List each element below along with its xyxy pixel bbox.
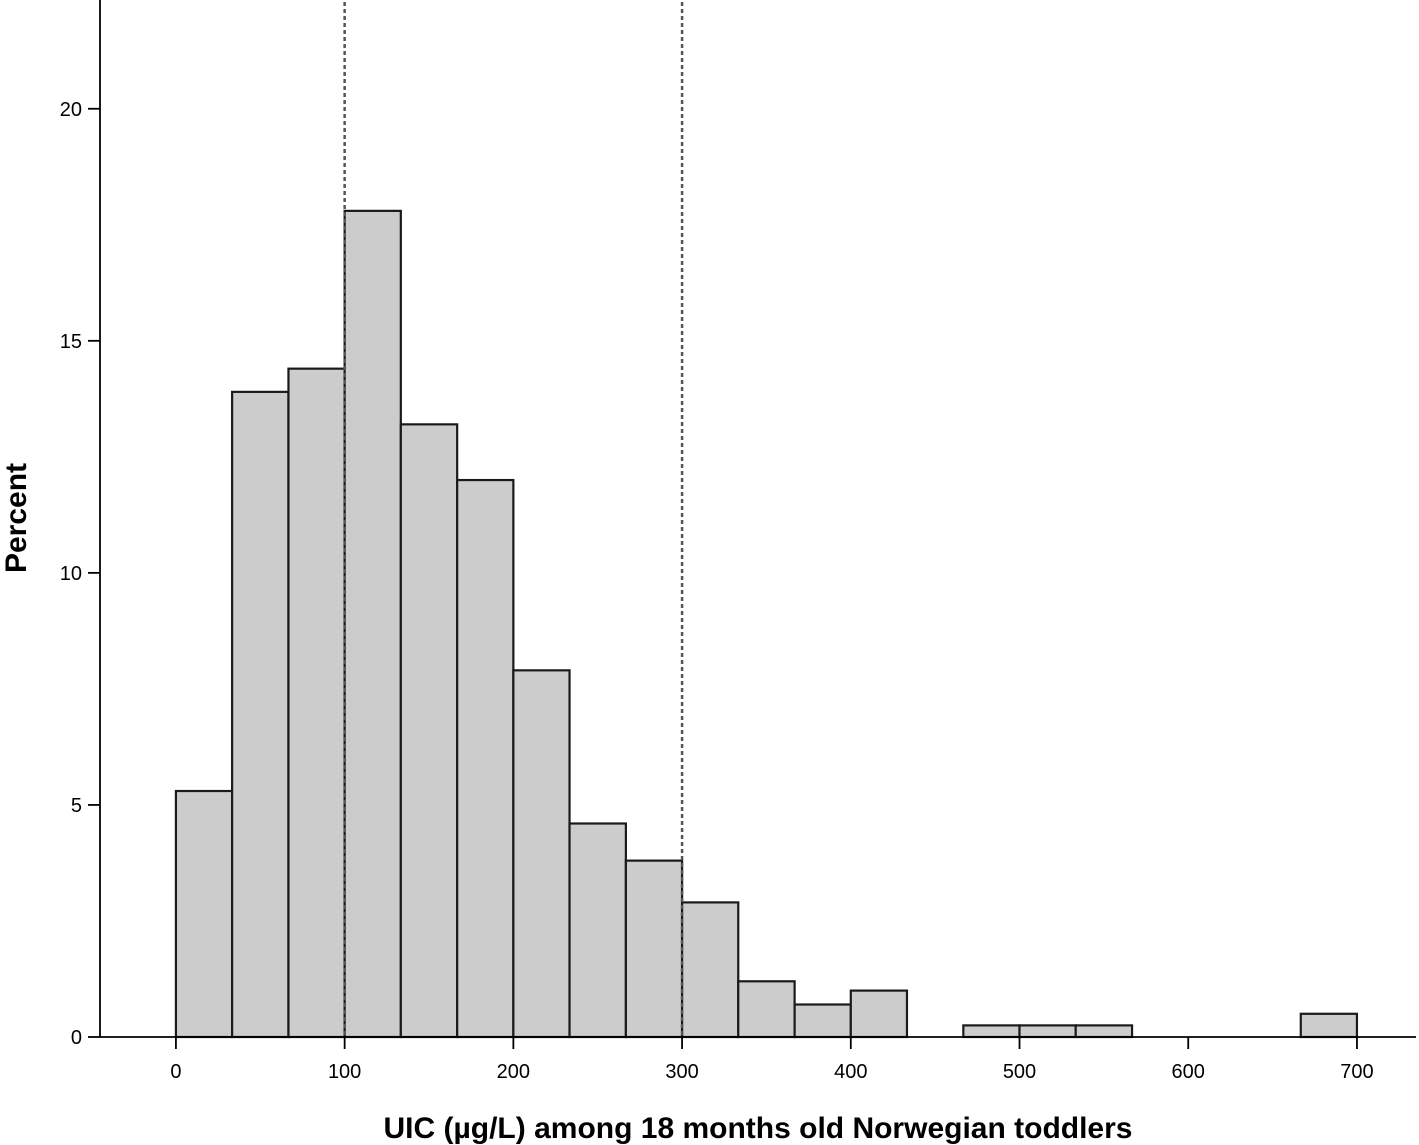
y-tick-label-5: 5: [71, 795, 82, 817]
x-tick-label-200: 200: [497, 1061, 530, 1083]
y-axis-ticks: 0 5 10 15 20: [60, 99, 100, 1049]
x-tick-label-600: 600: [1172, 1061, 1205, 1083]
x-tick-label-700: 700: [1340, 1061, 1373, 1083]
y-tick-label-10: 10: [60, 563, 82, 585]
histogram-bar-15: [1018, 1024, 1077, 1039]
x-tick-label-400: 400: [834, 1061, 867, 1083]
histogram-bars: [174, 209, 1359, 1039]
histogram-bar-5: [456, 478, 515, 1039]
histogram-bar-9: [680, 901, 740, 1039]
histogram-bar-12: [849, 989, 909, 1039]
histogram-bar-3: [343, 209, 402, 1039]
x-tick-label-300: 300: [665, 1061, 698, 1083]
x-tick-label-0: 0: [170, 1061, 181, 1083]
x-tick-label-100: 100: [328, 1061, 361, 1083]
histogram-bar-0: [174, 789, 234, 1039]
histogram-bar-6: [512, 669, 571, 1039]
histogram-bar-1: [231, 390, 290, 1039]
histogram-bar-4: [399, 423, 459, 1039]
x-axis-title: UIC (µg/L) among 18 months old Norwegian…: [384, 1112, 1133, 1145]
histogram-bar-8: [624, 859, 684, 1039]
histogram-bar-16: [1074, 1024, 1134, 1039]
y-tick-label-20: 20: [60, 99, 82, 121]
reference-lines: [343, 2, 684, 1037]
x-axis-ticks: 0 100 200 300 400 500 600 700: [170, 1037, 1374, 1083]
histogram-bar-11: [793, 1003, 852, 1039]
x-tick-label-500: 500: [1003, 1061, 1036, 1083]
histogram-bar-20: [1299, 1012, 1359, 1039]
axes: [99, 0, 1416, 1038]
histogram-bar-7: [568, 822, 627, 1039]
histogram-bar-10: [737, 980, 796, 1039]
histogram-bar-2: [287, 367, 346, 1039]
histogram-bar-14: [962, 1024, 1021, 1039]
y-axis-title: Percent: [0, 463, 33, 573]
y-tick-label-15: 15: [60, 331, 82, 353]
y-tick-label-0: 0: [71, 1027, 82, 1049]
